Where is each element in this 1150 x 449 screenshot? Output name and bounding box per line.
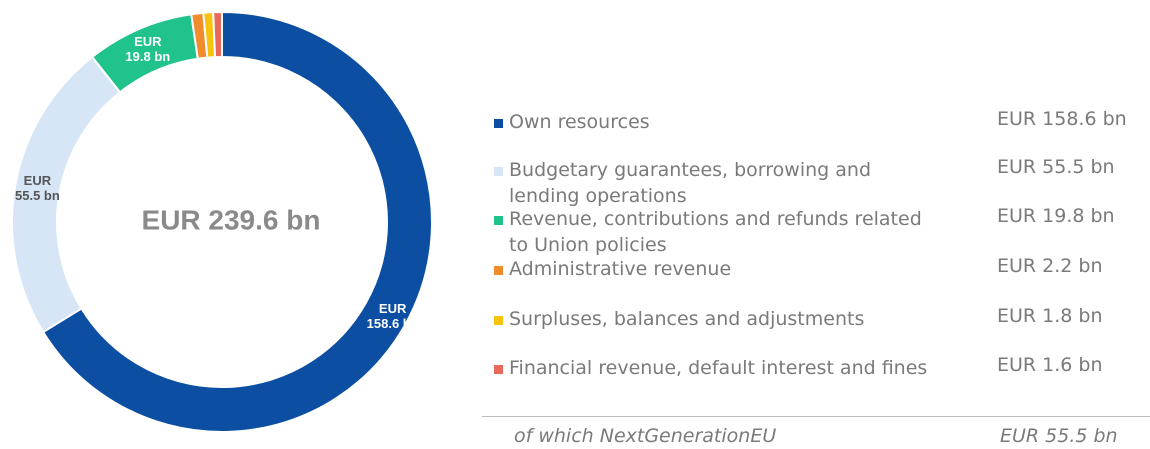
legend-label: Revenue, contributions and refunds relat…	[509, 208, 922, 256]
legend-label: Financial revenue, default interest and …	[509, 357, 928, 379]
slice	[212, 10, 223, 59]
slice	[41, 10, 433, 433]
legend-label: Budgetary guarantees, borrowing and lend…	[509, 159, 872, 207]
footnote-label: of which NextGenerationEU	[514, 425, 777, 447]
legend-marker	[494, 316, 503, 325]
legend-value: EUR 2.2 bn	[997, 255, 1103, 277]
legend-value: EUR 158.6 bn	[997, 108, 1127, 130]
data-label: EUR 55.5 bn	[15, 173, 60, 204]
legend-value: EUR 19.8 bn	[997, 205, 1115, 227]
legend-marker	[494, 365, 503, 374]
legend-value: EUR 55.5 bn	[997, 156, 1115, 178]
legend-label: Administrative revenue	[509, 258, 732, 280]
legend-marker	[494, 266, 503, 275]
divider	[482, 416, 1150, 417]
legend-label: Own resources	[509, 111, 650, 133]
donut-chart: EUR 239.6 bn EUR 158.6 bn EUR 55.5 bn EUR …	[11, 10, 433, 433]
total-label: EUR 239.6 bn	[142, 204, 321, 235]
data-label-box: EUR 158.6 bn	[366, 301, 419, 332]
legend-marker	[494, 119, 503, 128]
data-label-box: EUR 19.8 bn	[125, 33, 171, 64]
footnote-value: EUR 55.5 bn	[1000, 425, 1118, 447]
data-label: EUR 19.8 bn	[125, 33, 171, 64]
legend-value: EUR 1.6 bn	[997, 354, 1103, 376]
legend-label: Surpluses, balances and adjustments	[509, 308, 865, 330]
legend-marker	[494, 216, 503, 225]
data-label: EUR 158.6 bn	[366, 301, 419, 332]
data-label-box: EUR 55.5 bn	[15, 173, 60, 204]
legend-marker	[494, 167, 503, 176]
legend-value: EUR 1.8 bn	[997, 305, 1103, 327]
